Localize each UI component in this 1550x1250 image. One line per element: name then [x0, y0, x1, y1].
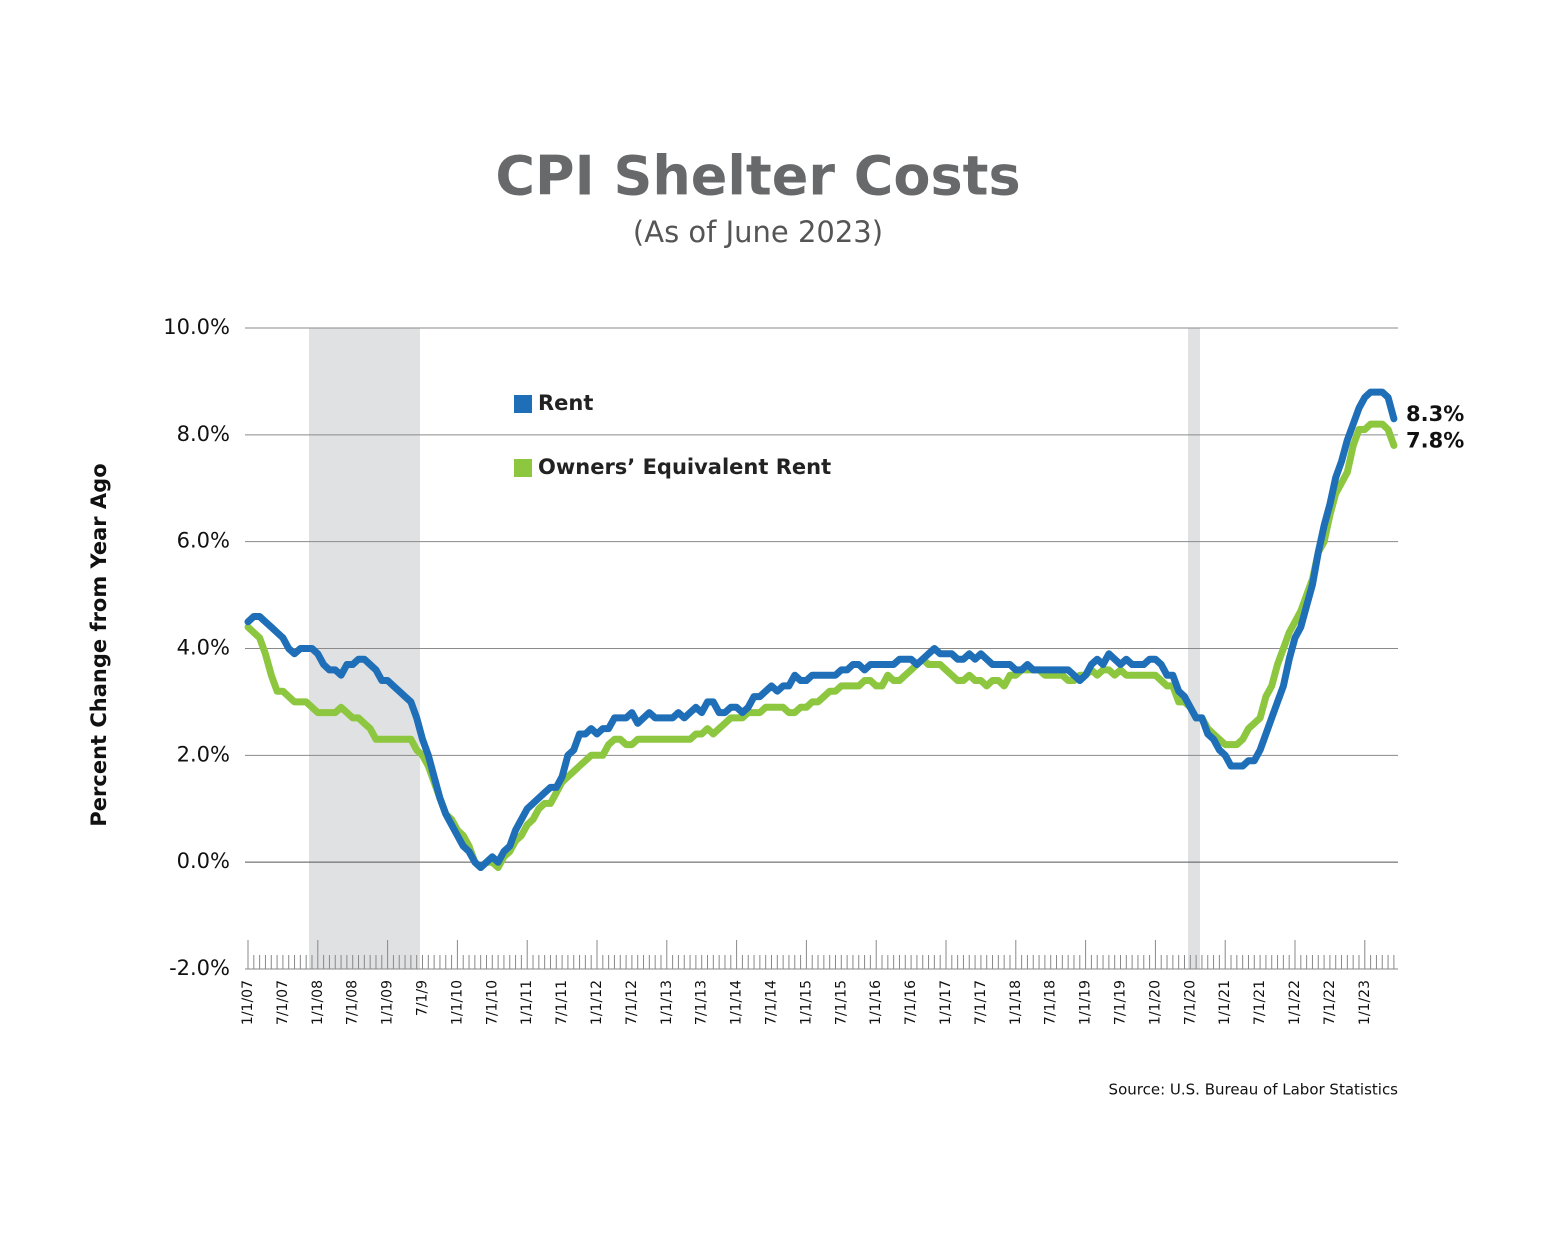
legend-label: Owners’ Equivalent Rent — [538, 455, 831, 479]
x-tick-label: 7/1/9 — [415, 980, 431, 1016]
x-tick-label: 1/1/22 — [1287, 980, 1303, 1025]
x-tick-label: 7/1/16 — [903, 980, 919, 1025]
x-tick-label: 7/1/10 — [484, 980, 500, 1025]
x-tick-label: 1/1/09 — [380, 980, 396, 1025]
end-label: 7.8% — [1406, 429, 1464, 453]
x-tick-label: 7/1/17 — [973, 980, 989, 1025]
x-tick-label: 1/1/23 — [1357, 980, 1373, 1025]
chart-subtitle: (As of June 2023) — [633, 215, 883, 249]
x-tick-label: 1/1/20 — [1147, 980, 1163, 1025]
y-axis-title: Percent Change from Year Ago — [87, 463, 111, 826]
y-tick-label: 10.0% — [163, 315, 230, 339]
y-tick-label: 6.0% — [177, 529, 230, 553]
x-tick-label: 1/1/14 — [729, 980, 745, 1025]
x-tick-label: 1/1/12 — [589, 980, 605, 1025]
x-tick-label: 1/1/15 — [798, 980, 814, 1025]
source-note: Source: U.S. Bureau of Labor Statistics — [1109, 1081, 1399, 1099]
x-tick-label: 7/1/18 — [1043, 980, 1059, 1025]
x-tick-label: 7/1/13 — [694, 980, 710, 1025]
end-label: 8.3% — [1406, 402, 1464, 426]
x-tick-label: 7/1/22 — [1322, 980, 1338, 1025]
y-tick-label: 0.0% — [177, 849, 230, 873]
y-tick-label: 2.0% — [177, 742, 230, 766]
x-tick-label: 1/1/21 — [1217, 980, 1233, 1025]
x-tick-label: 1/1/11 — [519, 980, 535, 1025]
legend-swatch — [514, 395, 532, 413]
x-tick-label: 7/1/12 — [624, 980, 640, 1025]
y-tick-label: -2.0% — [169, 956, 230, 980]
x-tick-label: 7/1/15 — [833, 980, 849, 1025]
y-tick-label: 8.0% — [177, 422, 230, 446]
x-tick-label: 7/1/07 — [275, 980, 291, 1025]
x-tick-label: 7/1/14 — [764, 980, 780, 1025]
legend-label: Rent — [538, 391, 593, 415]
x-tick-label: 7/1/19 — [1113, 980, 1129, 1025]
x-tick-label: 7/1/11 — [554, 980, 570, 1025]
x-tick-label: 7/1/21 — [1252, 980, 1268, 1025]
x-tick-label: 1/1/19 — [1078, 980, 1094, 1025]
legend-swatch — [514, 459, 532, 477]
series-line — [244, 388, 1398, 871]
grid — [245, 327, 1398, 863]
x-tick-label: 1/1/18 — [1008, 980, 1024, 1025]
chart-title: CPI Shelter Costs — [495, 145, 1020, 208]
x-tick-label: 1/1/08 — [310, 980, 326, 1025]
y-tick-label: 4.0% — [177, 636, 230, 660]
x-tick-label: 1/1/10 — [449, 980, 465, 1025]
x-tick-label: 7/1/08 — [345, 980, 361, 1025]
x-tick-label: 1/1/07 — [240, 980, 256, 1025]
x-tick-label: 1/1/13 — [659, 980, 675, 1025]
x-tick-label: 1/1/16 — [868, 980, 884, 1025]
x-tick-label: 7/1/20 — [1182, 980, 1198, 1025]
x-tick-label: 1/1/17 — [938, 980, 954, 1025]
